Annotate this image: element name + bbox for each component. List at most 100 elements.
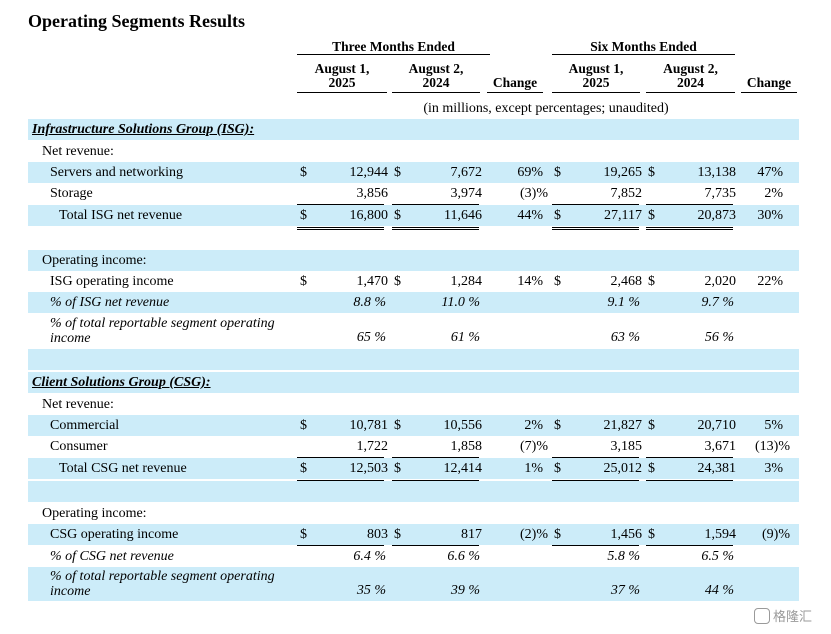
dollar-sign: $	[300, 461, 307, 476]
value-6m-2024: 56 %	[704, 330, 734, 345]
value-3m-2025: 3,856	[356, 186, 389, 201]
rule	[392, 457, 479, 458]
value-6m-2025: 19,265	[603, 165, 643, 180]
row-label: % of ISG net revenue	[50, 295, 170, 310]
dollar-sign: $	[648, 208, 655, 223]
row-label-line: income	[50, 331, 91, 346]
dollar-sign: $	[554, 208, 561, 223]
change-6m: 30%	[757, 208, 783, 223]
header-col-3m-2024: August 2, 2024	[392, 62, 480, 93]
value-6m-2024: 6.5 %	[701, 549, 734, 564]
value-6m-2024: 24,381	[697, 461, 737, 476]
dollar-sign: $	[648, 274, 655, 289]
value-6m-2025: 2,468	[610, 274, 643, 289]
rule	[297, 457, 384, 458]
value-6m-2025: 63 %	[610, 330, 640, 345]
header-three-months: Three Months Ended	[297, 40, 490, 55]
value-3m-2024: 6.6 %	[447, 549, 480, 564]
row-label: Operating income:	[42, 506, 147, 521]
change-3m: 1%	[524, 461, 543, 476]
value-3m-2024: 1,284	[450, 274, 483, 289]
change-6m: 5%	[764, 418, 783, 433]
dollar-sign: $	[394, 274, 401, 289]
dollar-sign: $	[554, 461, 561, 476]
table-row-commercial: Commercial $ 10,781 $ 10,556 2% $ 21,827…	[28, 415, 799, 436]
row-label: CSG operating income	[50, 527, 179, 542]
value-6m-2025: 3,185	[610, 439, 643, 454]
double-rule	[297, 227, 384, 230]
change-6m: 47%	[757, 165, 783, 180]
row-label: ISG operating income	[50, 274, 174, 289]
table-row-csg-pct-total: % of total reportable segment operating …	[28, 567, 799, 601]
dollar-sign: $	[554, 527, 561, 542]
row-label: % of total reportable segment operating …	[50, 569, 275, 599]
section-heading-csg: Client Solutions Group (CSG):	[28, 372, 799, 393]
table-row-csg-pct-net: % of CSG net revenue 6.4 % 6.6 % 5.8 % 6…	[28, 546, 799, 567]
header-line: 2025	[582, 75, 610, 90]
rule	[552, 204, 639, 205]
table-row-isg-op-income: ISG operating income $ 1,470 $ 1,284 14%…	[28, 271, 799, 292]
header-col-3m-2025: August 1, 2025	[297, 62, 387, 93]
header-line: 2024	[422, 75, 450, 90]
table-row-isg-pct-total: % of total reportable segment operating …	[28, 314, 799, 348]
change-6m: (13)%	[755, 439, 790, 454]
double-rule	[392, 227, 479, 230]
row-label: Net revenue:	[42, 397, 114, 412]
value-6m-2024: 20,873	[697, 208, 737, 223]
dollar-sign: $	[300, 165, 307, 180]
rule	[392, 204, 479, 205]
value-3m-2025: 16,800	[349, 208, 389, 223]
value-3m-2024: 39 %	[450, 583, 480, 598]
table-row: Net revenue:	[28, 394, 799, 415]
spacer-row	[28, 349, 799, 370]
change-3m: 2%	[524, 418, 543, 433]
table-row-storage: Storage 3,856 3,974 (3)% 7,852 7,735 2%	[28, 183, 799, 204]
rule	[392, 545, 479, 546]
dollar-sign: $	[300, 208, 307, 223]
value-6m-2025: 9.1 %	[607, 295, 640, 310]
value-6m-2025: 37 %	[610, 583, 640, 598]
value-6m-2024: 1,594	[704, 527, 737, 542]
dollar-sign: $	[648, 165, 655, 180]
value-6m-2024: 7,735	[704, 186, 737, 201]
value-3m-2025: 1,470	[356, 274, 389, 289]
dollar-sign: $	[554, 165, 561, 180]
value-3m-2024: 61 %	[450, 330, 480, 345]
dollar-sign: $	[648, 418, 655, 433]
row-label: Total ISG net revenue	[59, 208, 183, 223]
header-line: August 2,	[408, 61, 464, 76]
header-line: 2024	[677, 75, 704, 90]
table-row-isg-pct-net: % of ISG net revenue 8.8 % 11.0 % 9.1 % …	[28, 292, 799, 313]
table-row: Operating income:	[28, 250, 799, 271]
value-6m-2025: 21,827	[603, 418, 643, 433]
value-3m-2024: 3,974	[450, 186, 483, 201]
row-label-line: income	[50, 584, 91, 599]
change-3m: 44%	[517, 208, 543, 223]
row-label: Consumer	[50, 439, 108, 454]
value-3m-2024: 10,556	[443, 418, 483, 433]
dollar-sign: $	[300, 527, 307, 542]
units-note: (in millions, except percentages; unaudi…	[423, 101, 669, 116]
value-6m-2025: 27,117	[604, 208, 642, 223]
table-row-consumer: Consumer 1,722 1,858 (7)% 3,185 3,671 (1…	[28, 436, 799, 457]
rule	[646, 545, 733, 546]
dollar-sign: $	[394, 208, 401, 223]
header-six-months: Six Months Ended	[552, 40, 735, 55]
change-6m: 22%	[757, 274, 783, 289]
change-3m: (3)%	[520, 186, 548, 201]
row-label: Servers and networking	[50, 165, 183, 180]
table-row-servers: Servers and networking $ 12,944 $ 7,672 …	[28, 162, 799, 183]
value-3m-2025: 10,781	[349, 418, 389, 433]
table-row: Net revenue:	[28, 141, 799, 162]
rule	[297, 204, 384, 205]
rule	[646, 204, 733, 205]
value-6m-2025: 25,012	[603, 461, 643, 476]
header-line: August 1,	[568, 61, 624, 76]
header-col-change-2: Change	[741, 76, 797, 93]
dollar-sign: $	[554, 418, 561, 433]
value-6m-2024: 9.7 %	[701, 295, 734, 310]
dollar-sign: $	[648, 461, 655, 476]
value-3m-2025: 35 %	[356, 583, 386, 598]
row-label: Net revenue:	[42, 144, 114, 159]
value-3m-2025: 803	[367, 527, 388, 542]
